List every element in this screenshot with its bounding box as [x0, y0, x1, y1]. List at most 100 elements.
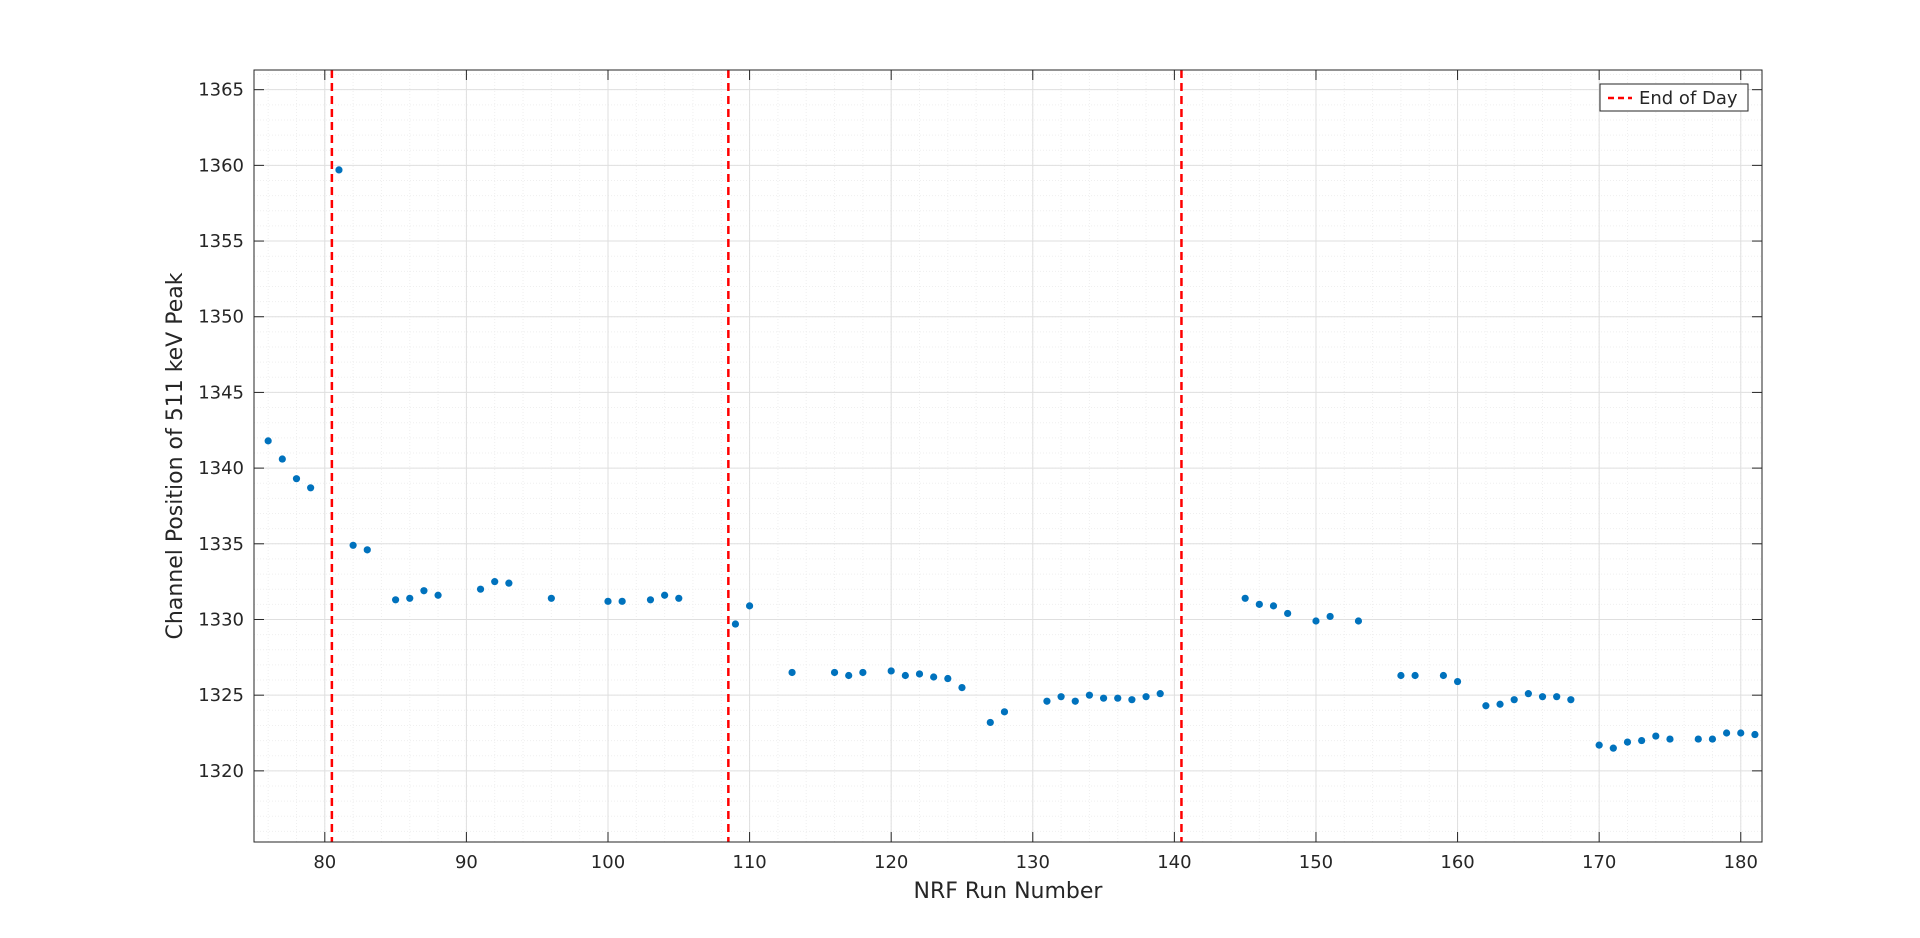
data-point [1666, 735, 1674, 743]
data-point [1057, 693, 1065, 701]
y-axis-ticks: 1320 1325 1330 1335 1340 1345 1350 1355 1360 1365 [198, 80, 1762, 782]
data-point [1439, 671, 1448, 680]
x-tick-label: 120 [874, 852, 908, 873]
y-tick-label: 1340 [198, 458, 244, 479]
data-point [1128, 696, 1136, 704]
data-point [349, 541, 357, 549]
y-tick-label: 1330 [198, 609, 244, 630]
data-point [1595, 741, 1603, 749]
data-point [1453, 677, 1462, 686]
data-point [1156, 690, 1164, 698]
data-point [845, 671, 853, 680]
y-tick-label: 1350 [198, 307, 244, 328]
x-tick-label: 110 [732, 852, 766, 873]
data-point [788, 668, 796, 677]
y-tick-label: 1320 [198, 761, 244, 782]
legend[interactable]: End of Day [1599, 83, 1749, 112]
data-point [1312, 617, 1320, 625]
data-point [476, 585, 485, 593]
x-tick-label: 80 [313, 852, 336, 873]
legend-label: End of Day [1639, 88, 1738, 109]
y-tick-label: 1355 [198, 231, 244, 252]
y-tick-label: 1365 [198, 80, 244, 101]
data-point [434, 591, 442, 599]
x-tick-label: 170 [1582, 852, 1616, 873]
data-point [1623, 738, 1632, 746]
y-tick-label: 1360 [198, 155, 244, 176]
data-point [1751, 730, 1759, 739]
data-point [901, 671, 909, 680]
data-point [1269, 602, 1278, 610]
data-point [1694, 735, 1702, 743]
x-axis-ticks: 80 90 100 110 120 130 140 150 160 170 180 [313, 70, 1758, 873]
x-tick-label: 160 [1440, 852, 1474, 873]
x-tick-label: 140 [1157, 852, 1191, 873]
data-point [1737, 729, 1745, 737]
data-point [391, 596, 400, 604]
data-point [986, 718, 994, 727]
x-tick-label: 90 [455, 852, 478, 873]
data-point [958, 684, 966, 692]
data-point [406, 594, 414, 602]
plot-frame [253, 69, 1763, 843]
data-point [1538, 693, 1547, 701]
x-tick-label: 130 [1016, 852, 1050, 873]
data-point [1553, 693, 1561, 701]
data-point [307, 484, 315, 492]
data-point [915, 670, 924, 678]
data-point [1000, 708, 1009, 716]
data-point [547, 594, 555, 602]
data-point [1638, 736, 1646, 745]
data-points [264, 166, 1759, 752]
data-point [1496, 700, 1504, 708]
data-point [1326, 612, 1334, 621]
end-of-day-lines [330, 70, 1183, 842]
plot-background [254, 70, 1762, 842]
data-point [1043, 697, 1051, 705]
data-point [1284, 609, 1292, 618]
data-point [1071, 697, 1079, 705]
data-point [505, 579, 513, 587]
y-tick-label: 1325 [198, 685, 244, 706]
data-point [1524, 690, 1532, 698]
data-point [1397, 671, 1405, 680]
data-point [618, 597, 626, 605]
data-point [1609, 744, 1617, 752]
data-point [1354, 617, 1363, 625]
data-point [675, 594, 683, 602]
data-point [1723, 729, 1731, 737]
data-point [646, 596, 655, 604]
data-point [745, 602, 754, 610]
data-point [292, 475, 301, 483]
major-grid [254, 70, 1762, 842]
data-point [1652, 732, 1660, 740]
data-point [491, 578, 499, 586]
y-axis-label: Channel Position of 511 keV Peak [163, 272, 188, 639]
data-point [731, 620, 740, 628]
data-point [1142, 693, 1150, 701]
data-point [335, 166, 343, 174]
data-point [1567, 696, 1575, 704]
data-point [930, 673, 938, 681]
data-point [420, 587, 428, 595]
data-point [278, 455, 286, 463]
x-tick-label: 150 [1299, 852, 1333, 873]
data-point [1099, 694, 1108, 702]
x-axis-label: NRF Run Number [914, 879, 1104, 904]
data-point [264, 437, 272, 445]
data-point [363, 546, 371, 554]
data-point [1255, 600, 1263, 608]
data-point [1510, 696, 1518, 704]
data-point [1411, 671, 1419, 680]
data-point [1482, 702, 1490, 710]
data-point [887, 667, 895, 675]
data-point [661, 591, 669, 599]
x-tick-label: 100 [591, 852, 625, 873]
data-point [1241, 594, 1249, 602]
data-point [1114, 694, 1122, 702]
data-point [1085, 691, 1094, 699]
data-point [1708, 735, 1717, 743]
data-point [604, 597, 612, 605]
